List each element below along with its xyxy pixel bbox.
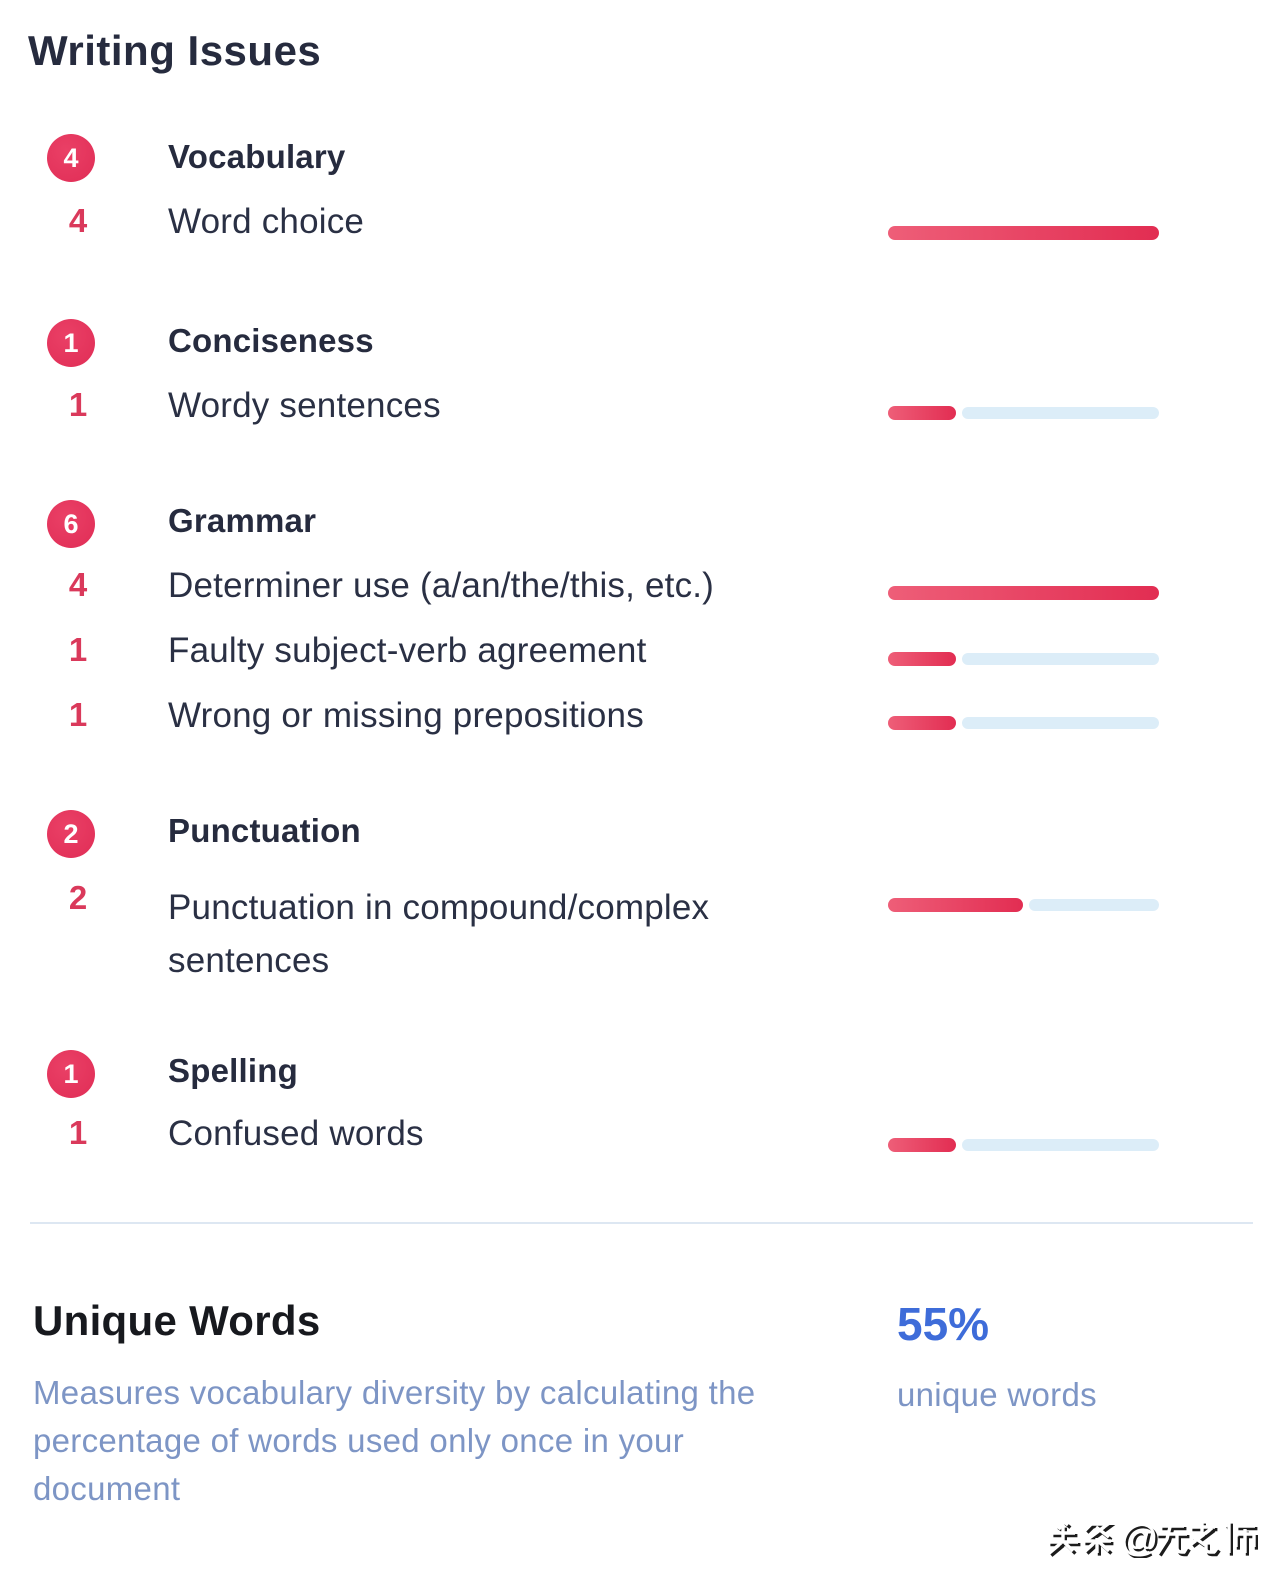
svg-text:@: @ <box>1120 1518 1159 1558</box>
svg-text:@: @ <box>1122 1520 1161 1558</box>
